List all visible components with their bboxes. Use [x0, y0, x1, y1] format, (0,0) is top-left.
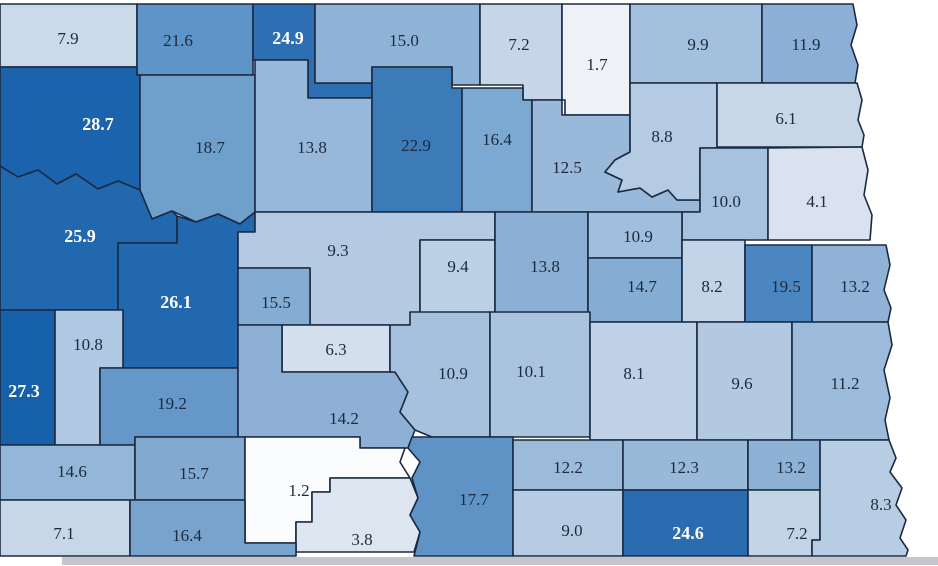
county-shape	[747, 489, 821, 557]
county-value-label: 6.1	[775, 109, 796, 128]
county-value-label: 26.1	[160, 292, 192, 312]
county-value-label: 9.9	[687, 35, 708, 54]
county-value-label: 10.8	[73, 335, 103, 354]
county-value-label: 3.8	[351, 530, 372, 549]
county-value-label: 15.0	[389, 31, 419, 50]
county-value-label: 14.6	[57, 462, 87, 481]
county-value-label: 12.3	[669, 458, 699, 477]
county-value-label: 13.8	[297, 138, 327, 157]
county-value-label: 19.5	[771, 277, 801, 296]
county-shape	[716, 82, 865, 148]
county-value-label: 9.6	[731, 374, 752, 393]
county-value-label: 7.9	[57, 29, 78, 48]
county-value-label: 4.1	[806, 192, 827, 211]
county-value-label: 7.2	[508, 35, 529, 54]
county-shape	[419, 239, 496, 319]
county-value-label: 13.8	[530, 257, 560, 276]
county-shape	[129, 499, 297, 557]
county-value-label: 15.5	[261, 293, 291, 312]
county-shape	[767, 146, 873, 241]
county-value-label: 13.2	[776, 458, 806, 477]
county-value-label: 11.2	[830, 374, 859, 393]
county-shape	[136, 3, 254, 76]
county-value-label: 10.0	[711, 192, 741, 211]
county-value-label: 10.9	[623, 227, 653, 246]
county-value-label: 10.9	[438, 364, 468, 383]
county-value-label: 12.5	[552, 158, 582, 177]
county-value-label: 28.7	[82, 114, 114, 134]
county-value-label: 12.2	[553, 458, 583, 477]
county-value-label: 9.4	[447, 257, 469, 276]
county-value-label: 15.7	[179, 464, 209, 483]
county-value-label: 9.3	[327, 241, 348, 260]
map-bottom-edge-strip	[62, 557, 938, 565]
county-shape	[0, 66, 141, 191]
county-value-label: 14.2	[329, 409, 359, 428]
county-value-label: 8.2	[701, 277, 722, 296]
county-value-label: 7.1	[53, 524, 74, 543]
county-value-label: 8.8	[651, 127, 672, 146]
county-value-label: 10.1	[516, 362, 546, 381]
county-value-label: 13.2	[840, 277, 870, 296]
county-value-label: 11.9	[791, 35, 820, 54]
county-value-label: 16.4	[172, 526, 202, 545]
county-value-label: 1.2	[288, 481, 309, 500]
county-value-label: 17.7	[459, 490, 489, 509]
county-value-label: 14.7	[627, 277, 657, 296]
county-value-label: 27.3	[8, 381, 40, 401]
county-value-label: 21.6	[163, 31, 193, 50]
county-value-label: 8.1	[623, 364, 644, 383]
county-shape	[0, 309, 56, 446]
county-value-label: 7.2	[786, 524, 807, 543]
county-value-label: 24.6	[672, 523, 704, 543]
county-value-label: 6.3	[325, 340, 346, 359]
county-value-label: 9.0	[561, 521, 582, 540]
county-value-label: 16.4	[482, 130, 512, 149]
county-value-label: 25.9	[64, 226, 96, 246]
county-value-label: 19.2	[157, 394, 187, 413]
county-value-label: 8.3	[870, 495, 891, 514]
county-value-label: 24.9	[272, 28, 304, 48]
county-value-label: 1.7	[586, 55, 608, 74]
county-shape	[811, 439, 909, 557]
county-shape	[461, 87, 533, 213]
county-value-label: 18.7	[195, 138, 225, 157]
county-value-label: 22.9	[401, 136, 431, 155]
